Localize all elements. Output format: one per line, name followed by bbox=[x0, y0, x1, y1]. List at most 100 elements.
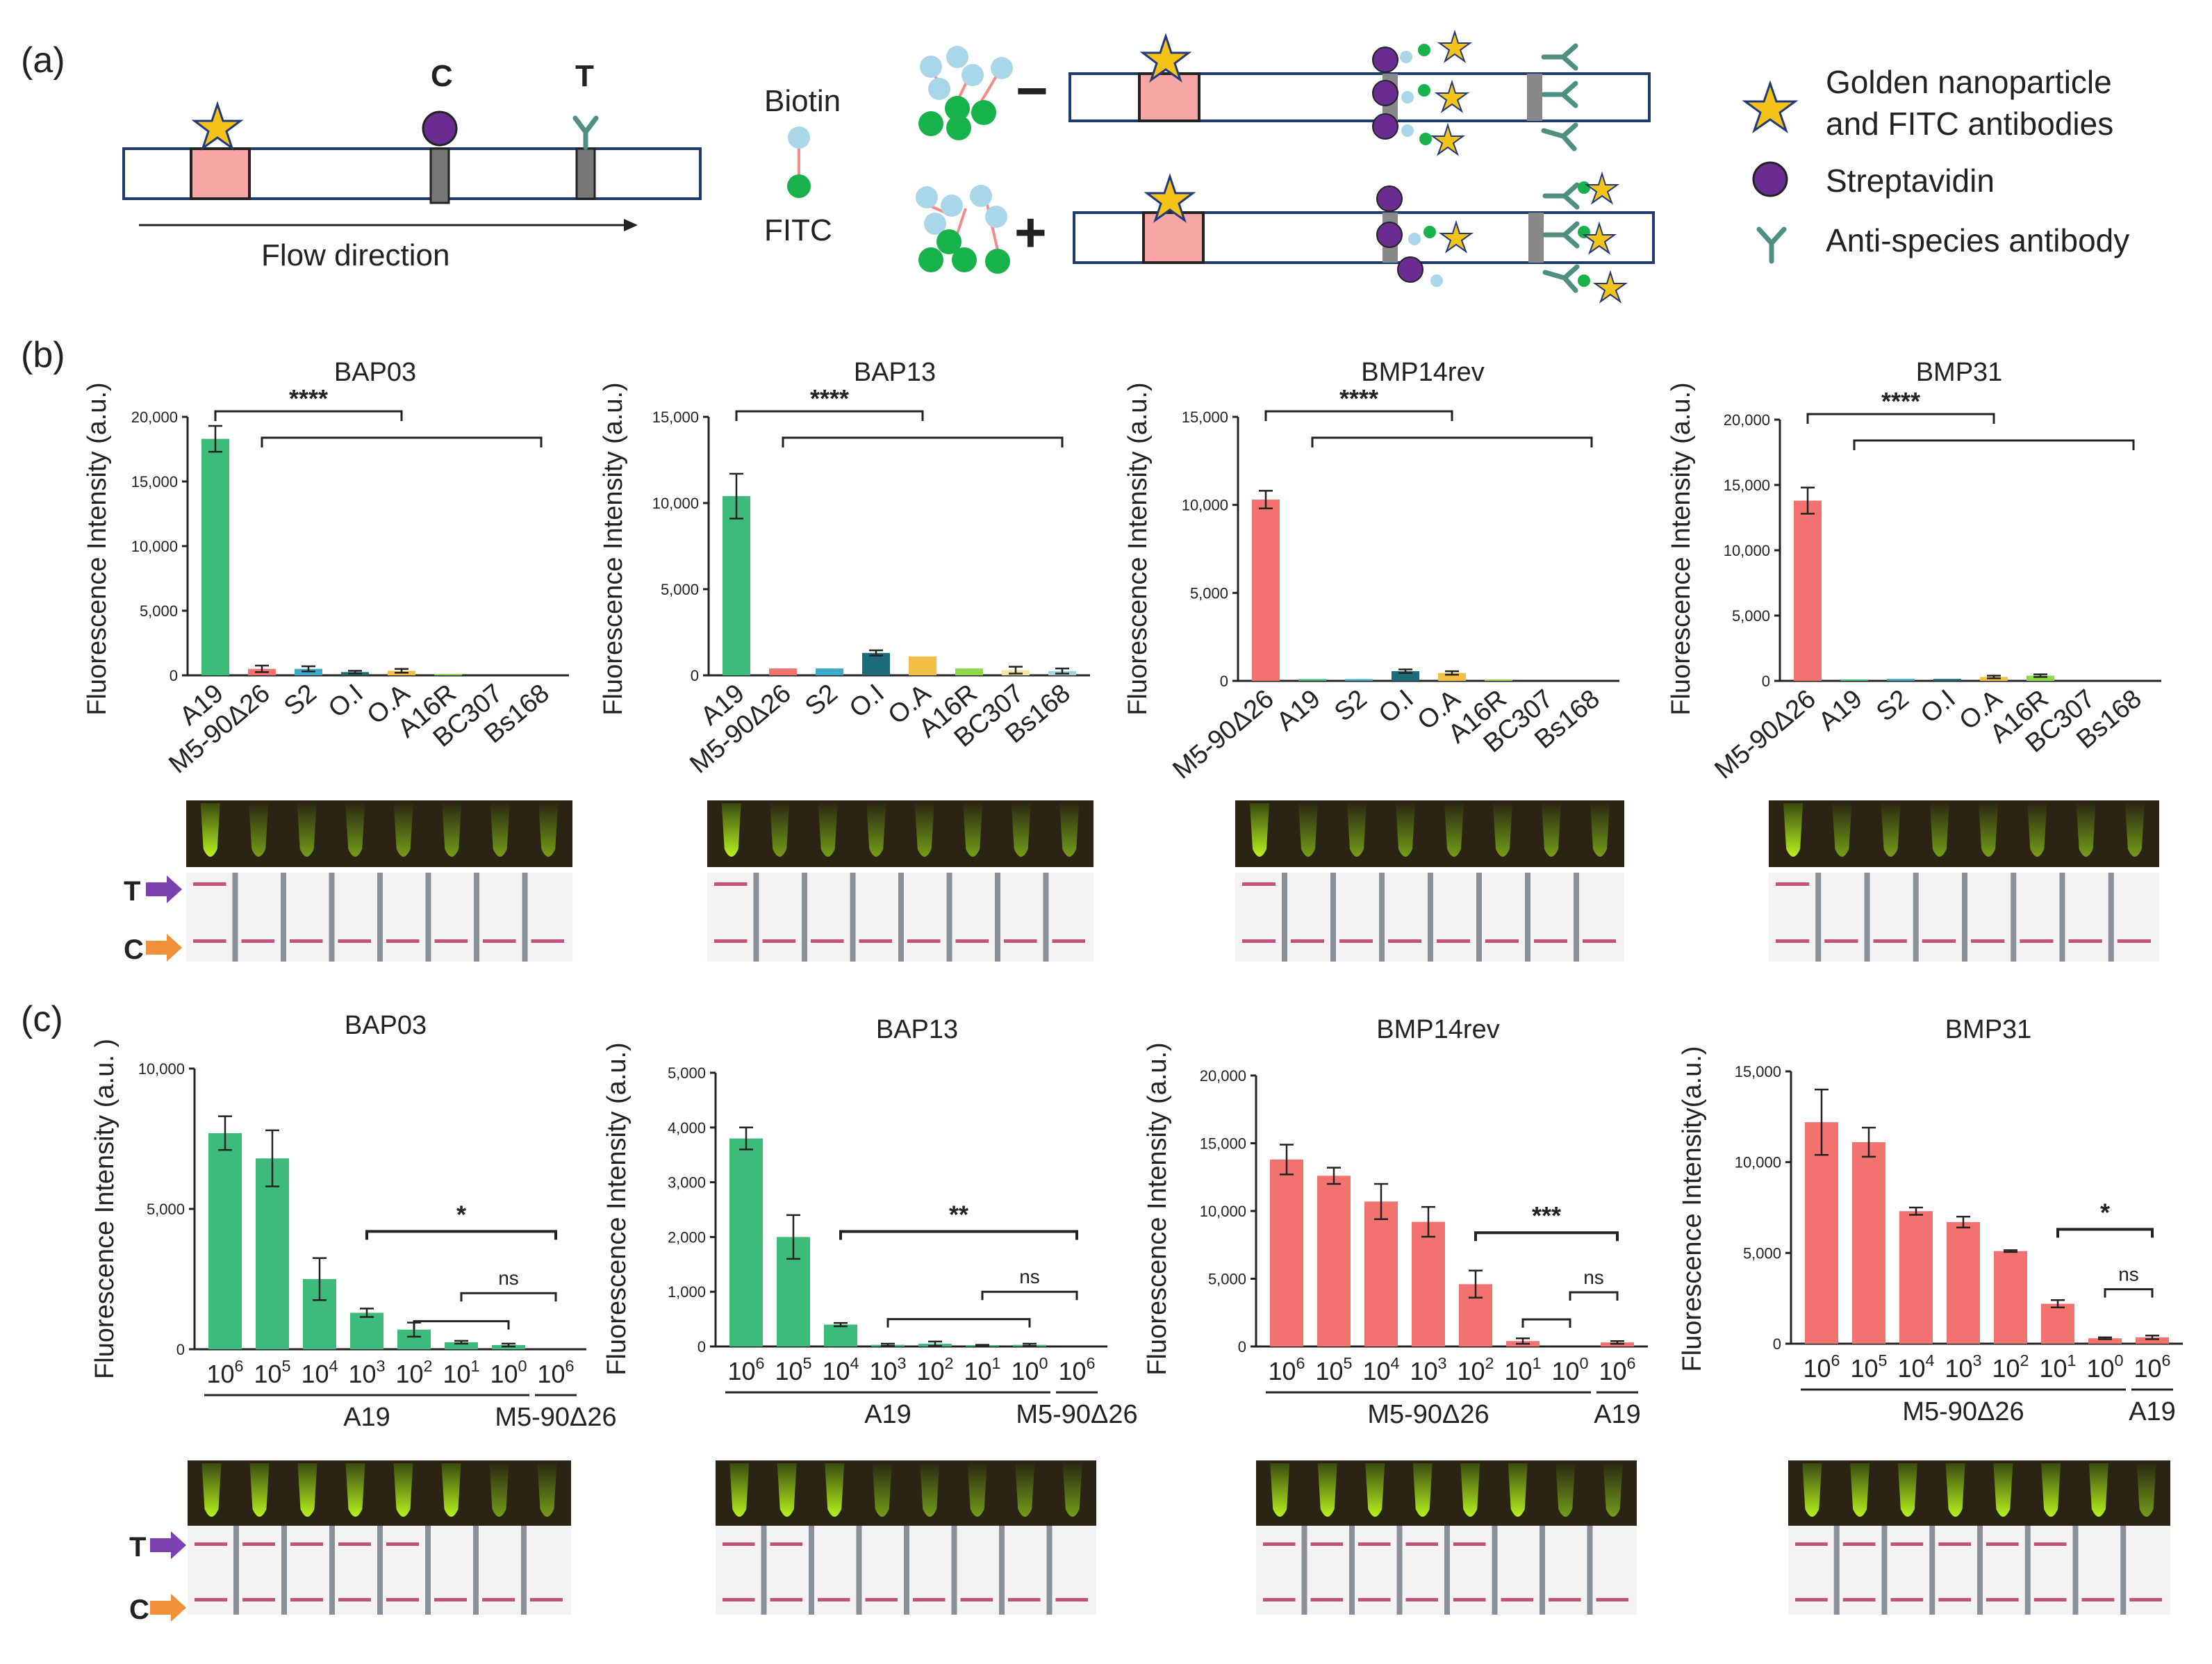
tube bbox=[1555, 1463, 1576, 1517]
significance-bracket bbox=[735, 410, 924, 421]
tube bbox=[2088, 1463, 2108, 1517]
x-tick-label: 103 bbox=[1410, 1354, 1446, 1385]
test-line bbox=[386, 1542, 419, 1546]
control-line bbox=[530, 1598, 563, 1601]
tube bbox=[1850, 1463, 1870, 1517]
bar bbox=[434, 674, 462, 675]
y-tick-label: 3,000 bbox=[668, 1174, 706, 1192]
legend-anti-species: Anti-species antibody bbox=[1826, 222, 2129, 258]
control-line bbox=[1938, 1598, 1971, 1601]
tube-photo bbox=[1769, 800, 2159, 867]
x-tick-label: 106 bbox=[727, 1354, 764, 1385]
x-tick-label: 104 bbox=[822, 1354, 859, 1385]
significance-bracket bbox=[1569, 1291, 1619, 1301]
significance-label: ns bbox=[2118, 1264, 2139, 1285]
tube bbox=[1802, 1463, 1822, 1517]
bar bbox=[723, 496, 750, 675]
strip-divider bbox=[2072, 1526, 2079, 1615]
strip-divider bbox=[1476, 873, 1482, 962]
streptavidin-icon bbox=[1752, 161, 1788, 197]
tube bbox=[1897, 1463, 1917, 1517]
control-line bbox=[723, 1598, 755, 1601]
tube bbox=[249, 803, 269, 857]
chart-title: BMP14rev bbox=[1376, 1015, 1499, 1044]
group-label: A19 bbox=[864, 1400, 911, 1429]
y-tick-label: 0 bbox=[698, 1338, 706, 1356]
test-line bbox=[193, 882, 226, 886]
control-line bbox=[1776, 939, 1810, 943]
chart-c-bmp14rev: BMP14rev Fluorescence Intensity (a.u.) 0 5,… bbox=[1143, 1015, 1648, 1429]
legend-streptavidin: Streptavidin bbox=[1826, 163, 1995, 199]
strip-divider bbox=[1396, 1526, 1403, 1615]
test-line bbox=[770, 1542, 802, 1546]
chart-b-bap03: BAP03 Fluorescence Intensity (a.u.) 0 5,000… bbox=[83, 358, 569, 780]
x-tick-label: 100 bbox=[1551, 1354, 1588, 1385]
control-line bbox=[1795, 1598, 1828, 1601]
significance-label: **** bbox=[810, 384, 849, 413]
y-axis-label: Fluorescence Intensity(a.u.) bbox=[1678, 1046, 1707, 1372]
tube bbox=[201, 1463, 222, 1517]
strip-divider bbox=[761, 1526, 767, 1615]
significance-label: **** bbox=[289, 384, 328, 413]
significance-label: ** bbox=[949, 1201, 968, 1229]
y-tick-label: 0 bbox=[1220, 673, 1228, 690]
chart-title: BMP31 bbox=[1916, 358, 2003, 387]
chart-c-bmp31: BMP31 Fluorescence Intensity(a.u.) 0 5,000 1… bbox=[1678, 1015, 2183, 1426]
tube bbox=[345, 803, 365, 857]
x-tick-label: 104 bbox=[1897, 1351, 1934, 1383]
strip-divider bbox=[425, 873, 431, 962]
tube bbox=[963, 803, 983, 857]
tube bbox=[2027, 803, 2047, 857]
tube bbox=[200, 803, 220, 857]
y-tick-label: 10,000 bbox=[1182, 497, 1228, 514]
control-line bbox=[770, 1598, 802, 1601]
tube-photo bbox=[188, 1460, 571, 1527]
x-tick-label: 104 bbox=[301, 1357, 338, 1388]
bar bbox=[201, 438, 229, 675]
strip-divider bbox=[473, 1526, 479, 1615]
y-tick-label: 20,000 bbox=[1200, 1067, 1246, 1085]
y-tick-label: 10,000 bbox=[1724, 542, 1770, 559]
tube bbox=[1011, 803, 1031, 857]
strip-divider bbox=[850, 873, 856, 962]
strip-arrows-b: T C bbox=[124, 875, 182, 965]
y-tick-label: 5,000 bbox=[661, 581, 699, 598]
tube bbox=[1015, 1463, 1035, 1517]
test-line bbox=[1986, 1542, 2019, 1546]
probe-cluster-positive bbox=[916, 185, 1010, 274]
x-tick-label: 103 bbox=[348, 1357, 385, 1388]
strip-divider bbox=[2059, 873, 2065, 962]
strip-divider bbox=[904, 1526, 909, 1615]
bar bbox=[1840, 679, 1868, 681]
strip-divider bbox=[1428, 873, 1433, 962]
strip-divider bbox=[946, 873, 952, 962]
y-tick-label: 0 bbox=[1773, 1335, 1781, 1353]
control-line bbox=[865, 1598, 898, 1601]
bar bbox=[2041, 1303, 2074, 1344]
x-tick-label: 101 bbox=[443, 1357, 479, 1388]
bar bbox=[1947, 1221, 1980, 1344]
y-tick-label: 0 bbox=[176, 1341, 185, 1358]
test-line bbox=[1453, 1542, 1486, 1546]
control-line bbox=[1388, 939, 1421, 943]
y-tick-label: 15,000 bbox=[1200, 1135, 1246, 1153]
strip-divider bbox=[1540, 1526, 1545, 1615]
antibody-icon bbox=[1756, 226, 1787, 264]
chart-b-bmp31: BMP31 Fluorescence Intensity (a.u.) 0 5,000… bbox=[1667, 358, 2161, 785]
tube bbox=[1832, 803, 1852, 857]
tube bbox=[920, 1463, 940, 1517]
y-tick-label: 5,000 bbox=[1208, 1271, 1246, 1288]
test-line bbox=[1242, 882, 1276, 886]
bar bbox=[824, 1324, 857, 1346]
bar bbox=[1345, 679, 1373, 681]
tube bbox=[1881, 803, 1901, 857]
strip-divider bbox=[999, 1526, 1005, 1615]
c-arrow-label: C bbox=[129, 1595, 149, 1625]
bar bbox=[1899, 1211, 1933, 1344]
t-arrow-label: T bbox=[129, 1532, 146, 1563]
tube bbox=[1347, 803, 1367, 857]
tube bbox=[489, 1463, 509, 1517]
tube bbox=[297, 803, 317, 857]
y-axis-label: Fluorescence Intensity (a.u.) bbox=[599, 382, 628, 715]
significance-label: * bbox=[2100, 1198, 2110, 1226]
